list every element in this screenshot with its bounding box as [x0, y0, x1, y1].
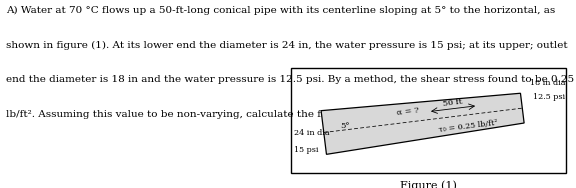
Text: Figure (1): Figure (1)	[400, 180, 457, 188]
Text: end the diameter is 18 in and the water pressure is 12.5 psi. By a method, the s: end the diameter is 18 in and the water …	[6, 75, 574, 84]
Bar	[291, 68, 566, 173]
Text: 50 ft: 50 ft	[443, 98, 463, 108]
Text: lb/ft². Assuming this value to be non-varying, calculate the flow rate. given = : lb/ft². Assuming this value to be non-va…	[6, 110, 476, 119]
Text: 5°: 5°	[340, 121, 350, 130]
Text: 18 in dia: 18 in dia	[529, 80, 565, 87]
Text: shown in figure (1). At its lower end the diameter is 24 in, the water pressure : shown in figure (1). At its lower end th…	[6, 40, 567, 50]
Text: τ₀ = 0.25 lb/ft²: τ₀ = 0.25 lb/ft²	[438, 119, 498, 134]
Polygon shape	[321, 93, 524, 154]
Text: A) Water at 70 °C flows up a 50-ft-long conical pipe with its centerline sloping: A) Water at 70 °C flows up a 50-ft-long …	[6, 6, 555, 15]
Text: 24 in dia: 24 in dia	[294, 129, 329, 137]
Text: α = ?: α = ?	[396, 106, 420, 117]
Text: 15 psi: 15 psi	[294, 146, 319, 154]
Text: 12.5 psi: 12.5 psi	[533, 93, 565, 101]
